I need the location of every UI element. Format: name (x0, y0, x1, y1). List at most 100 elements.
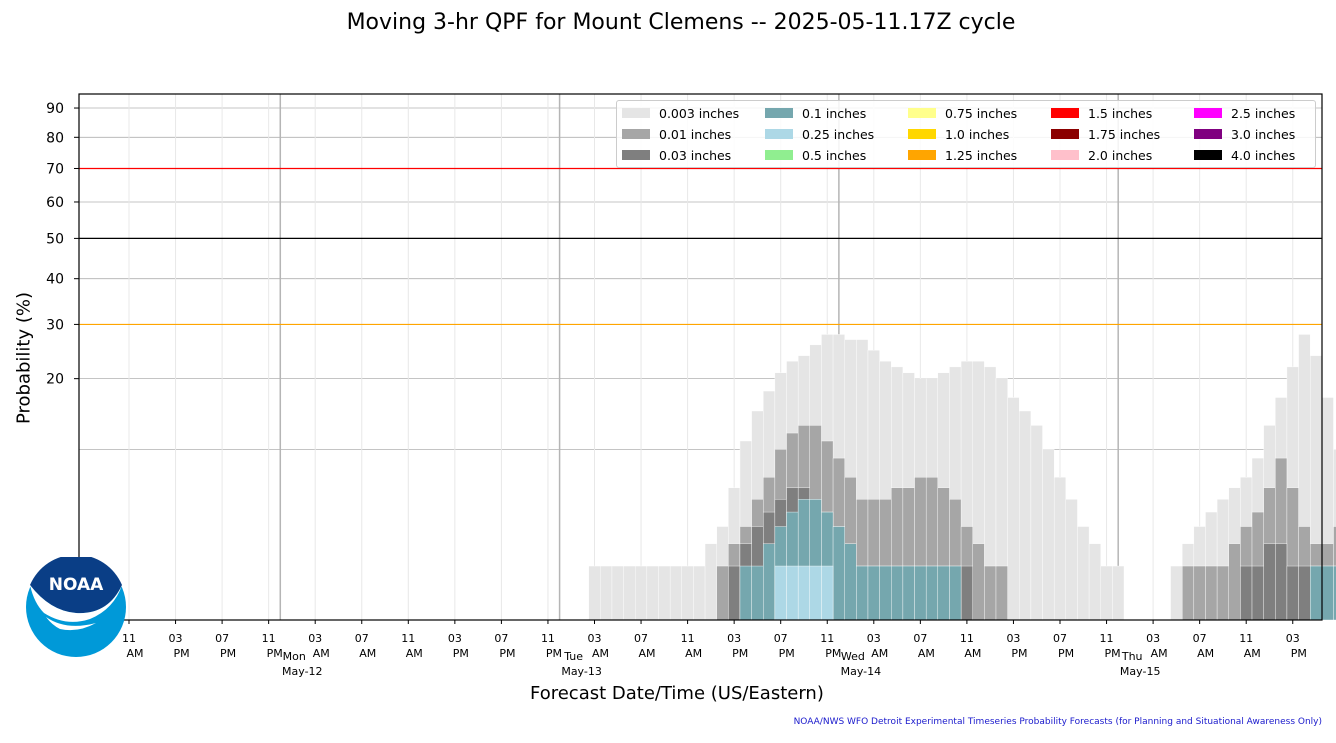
y-tick-label: 60 (46, 195, 64, 211)
x-tick-label: 03 (448, 632, 462, 645)
x-tick-label: 07 (774, 632, 788, 645)
bar (844, 543, 857, 621)
bar (1042, 449, 1055, 621)
legend-swatch (1051, 108, 1079, 118)
bar (1228, 543, 1241, 621)
y-tick-label: 80 (46, 130, 64, 146)
x-tick-ampm: PM (546, 647, 562, 660)
legend-item: 0.003 inches (622, 103, 739, 123)
bar (1263, 543, 1276, 621)
bar (925, 565, 939, 621)
footer-credit: NOAA/NWS WFO Detroit Experimental Timese… (793, 717, 1322, 727)
bar (1112, 565, 1125, 621)
x-tick-ampm: AM (1151, 647, 1168, 660)
x-tick-ampm: AM (871, 647, 888, 660)
day-date-label: May-12 (282, 665, 323, 678)
x-tick-label: 03 (727, 632, 741, 645)
bar (1310, 565, 1323, 621)
legend-item: 0.01 inches (622, 124, 731, 144)
bar (1077, 526, 1090, 621)
x-tick-ampm: AM (1197, 647, 1214, 660)
legend-label: 4.0 inches (1231, 147, 1296, 163)
legend-swatch (765, 108, 793, 118)
legend-label: 0.25 inches (802, 126, 875, 142)
x-tick-label: 07 (634, 632, 648, 645)
bar (1275, 543, 1288, 621)
bar (1170, 565, 1183, 621)
x-tick-ampm: PM (1011, 647, 1027, 660)
day-label: Wed (841, 650, 865, 663)
bar (1216, 565, 1229, 621)
bar (658, 565, 671, 621)
x-tick-ampm: AM (406, 647, 423, 660)
y-tick-label: 30 (46, 317, 64, 333)
noaa-logo: NOAA (26, 557, 126, 657)
bar (704, 543, 717, 621)
y-tick-label: 70 (46, 161, 64, 177)
legend-swatch (765, 129, 793, 139)
day-date-label: May-13 (561, 665, 602, 678)
x-tick-ampm: PM (267, 647, 283, 660)
bar (728, 565, 741, 621)
bar (1019, 410, 1032, 621)
x-tick-ampm: AM (592, 647, 609, 660)
y-tick-label: 20 (46, 372, 64, 388)
legend-label: 1.5 inches (1088, 105, 1153, 121)
legend-label: 0.5 inches (802, 147, 867, 163)
x-tick-label: 03 (169, 632, 183, 645)
bar (949, 565, 962, 621)
bar (635, 565, 648, 621)
bar (995, 565, 1008, 621)
legend-item: 1.75 inches (1051, 124, 1160, 144)
bar (716, 565, 729, 621)
plot-frame (78, 93, 1323, 621)
legend-label: 0.1 inches (802, 105, 867, 121)
x-tick-label: 11 (820, 632, 834, 645)
legend-item: 3.0 inches (1194, 124, 1295, 144)
legend-label: 2.0 inches (1088, 147, 1153, 163)
bar (693, 565, 706, 621)
y-axis-label: Probability (%) (13, 291, 35, 425)
legend-swatch (622, 150, 650, 160)
legend-label: 0.03 inches (659, 147, 732, 163)
legend-item: 0.03 inches (622, 145, 731, 165)
x-tick-ampm: PM (220, 647, 236, 660)
legend-item: 0.25 inches (765, 124, 874, 144)
bar (669, 565, 682, 621)
x-tick-ampm: AM (126, 647, 143, 660)
x-tick-ampm: AM (359, 647, 376, 660)
legend-swatch (908, 129, 936, 139)
x-tick-label: 03 (1146, 632, 1160, 645)
day-label: Tue (563, 650, 583, 663)
x-tick-ampm: AM (1244, 647, 1261, 660)
legend-label: 2.5 inches (1231, 105, 1296, 121)
x-tick-label: 07 (1193, 632, 1207, 645)
x-tick-ampm: PM (779, 647, 795, 660)
x-tick-label: 03 (867, 632, 881, 645)
bar (681, 565, 694, 621)
x-tick-label: 03 (1286, 632, 1300, 645)
bar (1205, 565, 1218, 621)
x-tick-ampm: AM (685, 647, 702, 660)
legend-swatch (908, 108, 936, 118)
bar (821, 565, 834, 621)
x-tick-label: 11 (122, 632, 136, 645)
day-label: Thu (1121, 650, 1143, 663)
bar (797, 565, 810, 621)
legend-item: 1.0 inches (908, 124, 1009, 144)
legend-item: 0.5 inches (765, 145, 866, 165)
bar (1007, 397, 1020, 621)
bar (914, 565, 927, 621)
bar (832, 526, 845, 621)
bar (972, 543, 985, 621)
x-tick-ampm: AM (639, 647, 656, 660)
x-tick-ampm: PM (825, 647, 841, 660)
legend: 0.003 inches 0.01 inches 0.03 inches 0.1 in… (616, 100, 1316, 168)
x-tick-label: 07 (913, 632, 927, 645)
bar (763, 543, 776, 621)
y-tick-label: 50 (46, 231, 64, 247)
reference-lines (79, 167, 1322, 326)
x-tick-ampm: PM (1291, 647, 1307, 660)
x-tick-ampm: PM (499, 647, 515, 660)
